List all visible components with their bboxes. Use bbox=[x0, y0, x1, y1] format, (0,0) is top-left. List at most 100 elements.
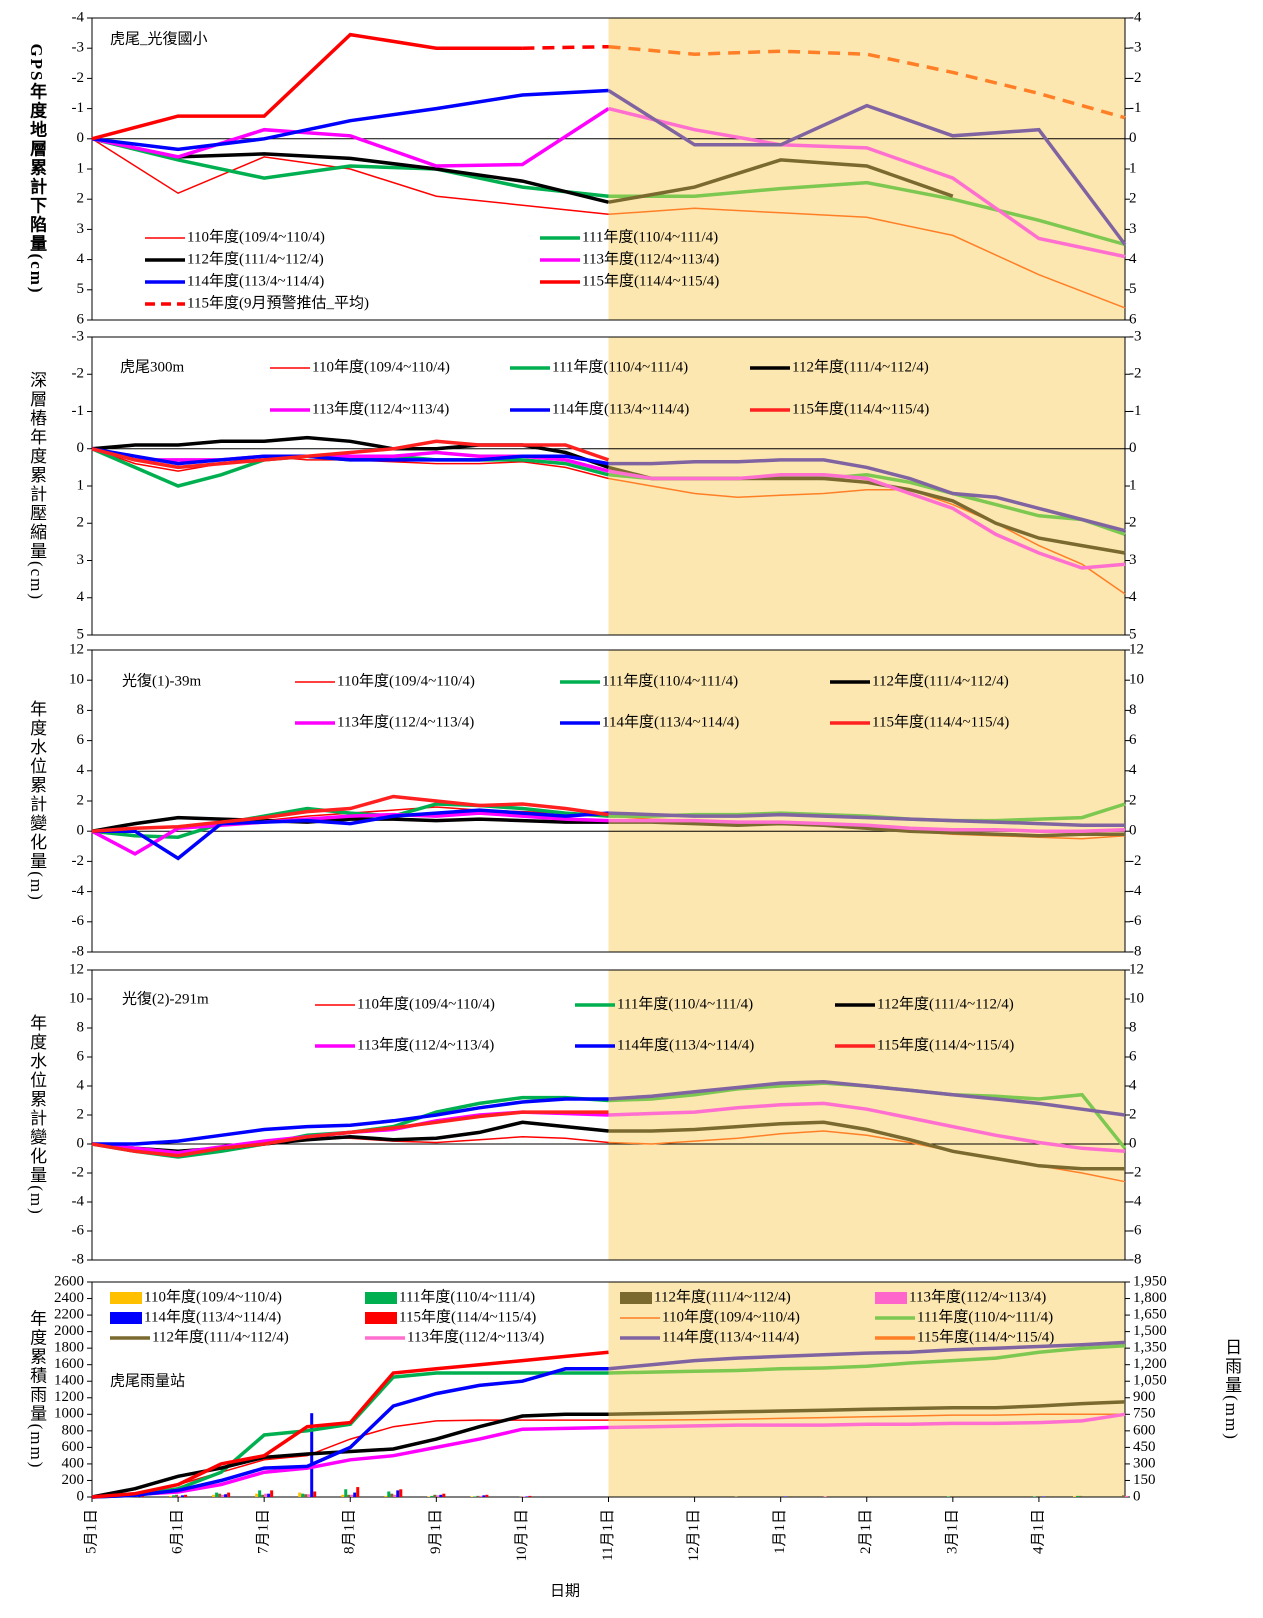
y-tick-label-right: -4 bbox=[1129, 1193, 1142, 1209]
legend-label: 114年度(113/4~114/4) bbox=[602, 713, 739, 730]
series-line bbox=[608, 207, 1126, 309]
y-tick-label-right: 2 bbox=[1129, 1106, 1137, 1122]
rain-bar bbox=[485, 1494, 489, 1497]
series-line bbox=[91, 802, 609, 839]
y-tick-label-right: 2 bbox=[1129, 191, 1137, 207]
series-line bbox=[522, 44, 609, 50]
y-tick-label-right: 12 bbox=[1129, 961, 1144, 977]
y-tick-label-right: 10 bbox=[1129, 672, 1144, 688]
y-tick-label: 4 bbox=[77, 251, 85, 267]
y-tick-label: -8 bbox=[72, 943, 85, 959]
legend-label: 111年度(110/4~111/4) bbox=[617, 995, 753, 1012]
rain-bar bbox=[313, 1491, 317, 1497]
series-line bbox=[608, 1079, 1126, 1117]
y-tick-label: 0 bbox=[77, 823, 85, 839]
y-tick-label: 600 bbox=[62, 1439, 85, 1455]
panel-title: 光復(1)-39m bbox=[122, 672, 201, 689]
series-line bbox=[91, 138, 609, 216]
rain-bar bbox=[301, 1493, 305, 1497]
y2-tick-label: 1,650 bbox=[1133, 1307, 1167, 1323]
series-line bbox=[607, 89, 1127, 246]
y-tick-label: 5 bbox=[77, 281, 85, 297]
series-line bbox=[91, 1350, 609, 1499]
x-tick-label: 8月1日 bbox=[342, 1509, 358, 1554]
y-tick-label-right: -1 bbox=[1129, 403, 1142, 419]
rain-bar bbox=[473, 1496, 477, 1497]
x-tick-label: 12月1日 bbox=[686, 1509, 702, 1562]
series-line bbox=[91, 447, 609, 466]
rain-bar bbox=[525, 1496, 529, 1497]
series-line bbox=[608, 458, 1126, 533]
rain-bar bbox=[390, 1493, 394, 1497]
rain-bar bbox=[227, 1492, 231, 1497]
series-line bbox=[91, 1367, 609, 1499]
y2-tick-label: 750 bbox=[1133, 1406, 1156, 1422]
y-tick-label-right: -8 bbox=[1129, 1251, 1142, 1267]
y2-tick-label: 1,500 bbox=[1133, 1323, 1167, 1339]
legend-swatch bbox=[875, 1292, 907, 1304]
y-tick-label-right: -4 bbox=[1129, 883, 1142, 899]
y-tick-label-right: 0 bbox=[1129, 1135, 1137, 1151]
rain-bar bbox=[522, 1496, 526, 1497]
y-tick-label: 0 bbox=[77, 1135, 85, 1151]
y2-tick-label: 450 bbox=[1133, 1439, 1156, 1455]
x-tick-label: 5月1日 bbox=[83, 1509, 99, 1554]
legend-label: 115年度(114/4~115/4) bbox=[792, 400, 929, 417]
x-tick-label: 9月1日 bbox=[428, 1509, 444, 1554]
legend-label: 115年度(114/4~115/4) bbox=[582, 272, 719, 289]
y-tick-label: 1800 bbox=[54, 1340, 84, 1356]
legend-label: 113年度(112/4~113/4) bbox=[337, 713, 474, 730]
y-axis-label: 年度水位累計變化量(m) bbox=[27, 1014, 47, 1216]
rain-bar bbox=[1078, 1495, 1082, 1497]
y-tick-label: 2400 bbox=[54, 1290, 84, 1306]
rain-bar bbox=[261, 1494, 265, 1497]
y-tick-label: -3 bbox=[72, 40, 85, 56]
panel-title: 虎尾雨量站 bbox=[110, 1372, 185, 1389]
y-tick-label: -8 bbox=[72, 1251, 85, 1267]
y-tick-label: -6 bbox=[72, 913, 85, 929]
rain-bar bbox=[1075, 1495, 1079, 1497]
y-tick-label-right: 4 bbox=[1129, 1077, 1137, 1093]
legend-label: 113年度(112/4~113/4) bbox=[407, 1328, 544, 1345]
y-tick-label: 1 bbox=[77, 160, 85, 176]
rain-bar bbox=[433, 1494, 437, 1497]
y-tick-label: -3 bbox=[72, 328, 85, 344]
rain-bar bbox=[307, 1494, 311, 1497]
y-tick-label-right: 6 bbox=[1129, 732, 1137, 748]
rain-bar bbox=[946, 1496, 950, 1497]
rain-bar bbox=[212, 1494, 216, 1497]
series-line bbox=[608, 1400, 1126, 1417]
y2-tick-label: 600 bbox=[1133, 1422, 1156, 1438]
y2-axis-label: 日雨量(mm) bbox=[1222, 1338, 1242, 1441]
series-line bbox=[608, 477, 1126, 595]
rain-bar bbox=[304, 1494, 308, 1497]
rain-bar bbox=[138, 1496, 142, 1497]
y-tick-label: -6 bbox=[72, 1222, 85, 1238]
y2-tick-label: 150 bbox=[1133, 1472, 1156, 1488]
y-tick-label-right: 0 bbox=[1129, 130, 1137, 146]
rain-bar bbox=[221, 1494, 225, 1497]
series-line bbox=[608, 1101, 1126, 1154]
legend-label: 112年度(111/4~112/4) bbox=[654, 1288, 791, 1305]
series-line bbox=[608, 811, 1125, 827]
x-tick-label: 6月1日 bbox=[170, 1509, 186, 1554]
panel-title: 虎尾_光復國小 bbox=[110, 30, 208, 47]
legend-label: 112年度(111/4~112/4) bbox=[792, 358, 929, 375]
y-tick-label: 1200 bbox=[54, 1389, 84, 1405]
series-line bbox=[608, 818, 1126, 833]
y-tick-label-right: -3 bbox=[1129, 328, 1142, 344]
rain-bar bbox=[476, 1495, 480, 1497]
legend-label: 111年度(110/4~111/4) bbox=[582, 228, 718, 245]
rain-bar bbox=[172, 1495, 176, 1497]
y-tick-label: -2 bbox=[72, 70, 85, 86]
y-tick-label: 1000 bbox=[54, 1406, 84, 1422]
series-line bbox=[91, 1095, 609, 1159]
y2-tick-label: 1,950 bbox=[1133, 1273, 1167, 1289]
rain-bar bbox=[442, 1493, 446, 1497]
legend-label: 110年度(109/4~110/4) bbox=[357, 995, 495, 1012]
shaded-period bbox=[608, 18, 1125, 320]
rain-bar bbox=[356, 1487, 360, 1497]
y-tick-label: 800 bbox=[62, 1422, 85, 1438]
x-tick-label: 1月1日 bbox=[772, 1509, 788, 1554]
y2-tick-label: 1,050 bbox=[1133, 1373, 1167, 1389]
